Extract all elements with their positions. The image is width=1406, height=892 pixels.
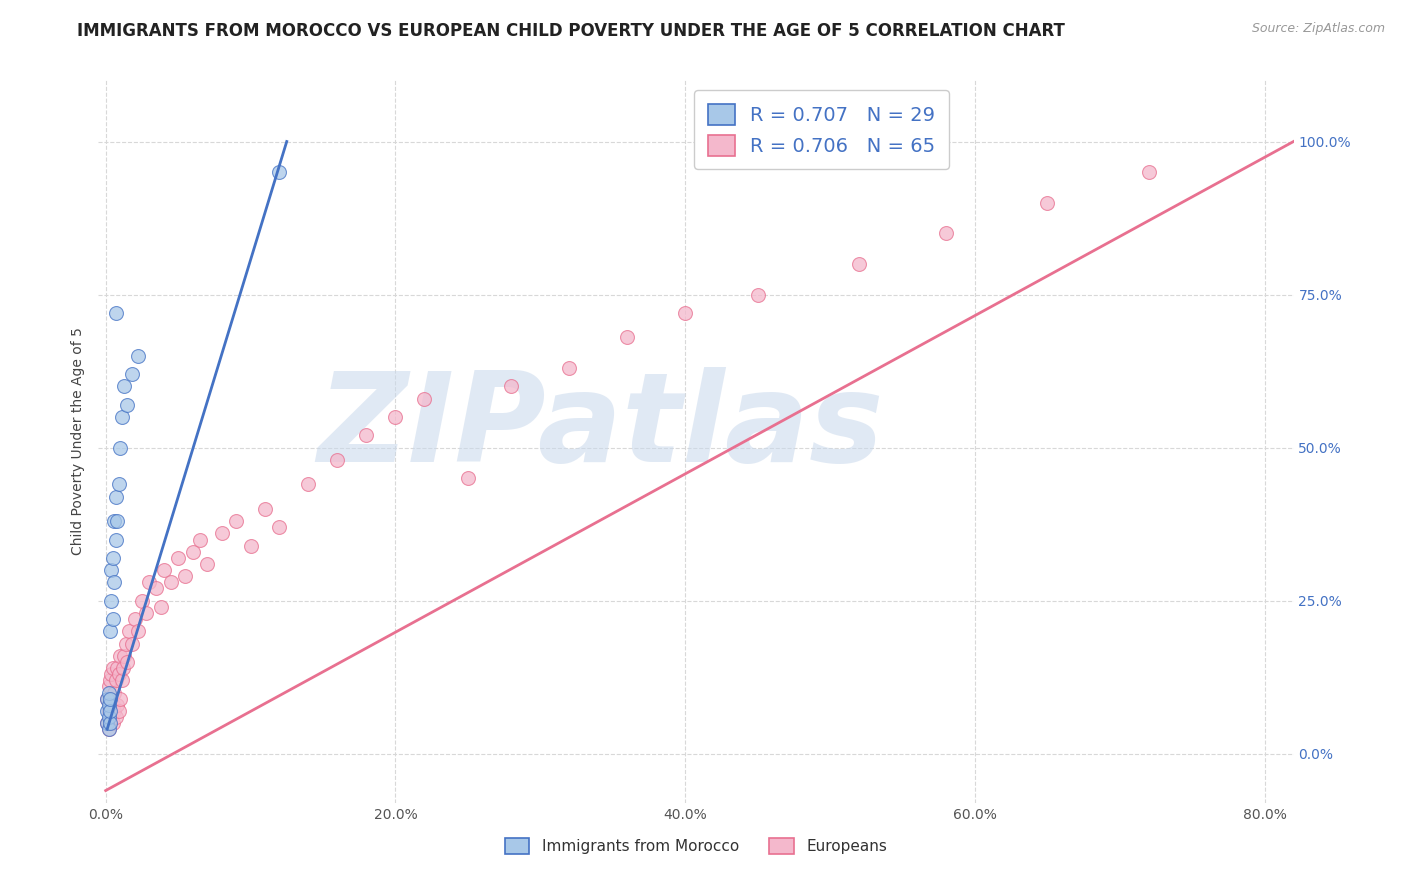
Point	[160, 575, 183, 590]
Point	[96, 691, 118, 706]
Point	[96, 691, 118, 706]
Point	[104, 490, 127, 504]
Point	[98, 698, 121, 712]
Point	[1137, 165, 1160, 179]
Point	[558, 361, 581, 376]
Point	[107, 704, 129, 718]
Point	[188, 533, 211, 547]
Point	[124, 612, 146, 626]
Point	[114, 379, 136, 393]
Point	[101, 550, 124, 565]
Point	[384, 410, 406, 425]
Point	[98, 716, 121, 731]
Point	[112, 661, 135, 675]
Point	[97, 710, 120, 724]
Point	[181, 545, 204, 559]
Point	[269, 165, 291, 179]
Point	[239, 539, 262, 553]
Point	[747, 287, 769, 301]
Point	[98, 624, 121, 639]
Point	[121, 637, 143, 651]
Point	[101, 698, 124, 712]
Point	[96, 704, 118, 718]
Point	[127, 349, 149, 363]
Point	[98, 673, 121, 688]
Point	[100, 593, 122, 607]
Point	[97, 698, 120, 712]
Point	[105, 661, 128, 675]
Point	[103, 704, 125, 718]
Point	[103, 514, 125, 528]
Point	[110, 673, 132, 688]
Point	[97, 723, 120, 737]
Point	[1036, 195, 1059, 210]
Point	[253, 502, 276, 516]
Point	[108, 691, 131, 706]
Point	[98, 716, 121, 731]
Point	[101, 661, 124, 675]
Point	[104, 306, 127, 320]
Point	[108, 648, 131, 663]
Point	[501, 379, 523, 393]
Point	[131, 593, 153, 607]
Point	[97, 680, 120, 694]
Point	[135, 606, 157, 620]
Point	[103, 685, 125, 699]
Legend: Immigrants from Morocco, Europeans: Immigrants from Morocco, Europeans	[499, 832, 893, 860]
Point	[100, 691, 122, 706]
Point	[225, 514, 247, 528]
Text: IMMIGRANTS FROM MOROCCO VS EUROPEAN CHILD POVERTY UNDER THE AGE OF 5 CORRELATION: IMMIGRANTS FROM MOROCCO VS EUROPEAN CHIL…	[77, 22, 1066, 40]
Point	[269, 520, 291, 534]
Text: Source: ZipAtlas.com: Source: ZipAtlas.com	[1251, 22, 1385, 36]
Point	[149, 599, 172, 614]
Point	[115, 637, 138, 651]
Point	[103, 575, 125, 590]
Point	[117, 398, 139, 412]
Point	[457, 471, 479, 485]
Point	[174, 569, 197, 583]
Point	[107, 667, 129, 681]
Point	[110, 410, 132, 425]
Point	[167, 550, 190, 565]
Point	[108, 441, 131, 455]
Point	[107, 477, 129, 491]
Point	[104, 673, 127, 688]
Point	[97, 704, 120, 718]
Point	[96, 716, 118, 731]
Point	[100, 563, 122, 577]
Point	[96, 716, 118, 731]
Point	[297, 477, 319, 491]
Point	[118, 624, 141, 639]
Point	[145, 582, 167, 596]
Point	[121, 367, 143, 381]
Point	[413, 392, 436, 406]
Y-axis label: Child Poverty Under the Age of 5: Child Poverty Under the Age of 5	[72, 327, 86, 556]
Point	[101, 716, 124, 731]
Point	[97, 723, 120, 737]
Point	[97, 685, 120, 699]
Point	[673, 306, 696, 320]
Point	[114, 648, 136, 663]
Point	[105, 514, 128, 528]
Text: ZIPatlas: ZIPatlas	[318, 367, 883, 488]
Point	[117, 655, 139, 669]
Point	[98, 691, 121, 706]
Point	[616, 330, 638, 344]
Point	[326, 453, 349, 467]
Point	[104, 710, 127, 724]
Point	[935, 227, 957, 241]
Point	[104, 533, 127, 547]
Point	[138, 575, 160, 590]
Point	[152, 563, 174, 577]
Point	[848, 257, 870, 271]
Point	[98, 704, 121, 718]
Point	[100, 710, 122, 724]
Point	[100, 667, 122, 681]
Point	[101, 612, 124, 626]
Point	[127, 624, 149, 639]
Point	[211, 526, 233, 541]
Point	[356, 428, 378, 442]
Point	[195, 557, 218, 571]
Point	[105, 698, 128, 712]
